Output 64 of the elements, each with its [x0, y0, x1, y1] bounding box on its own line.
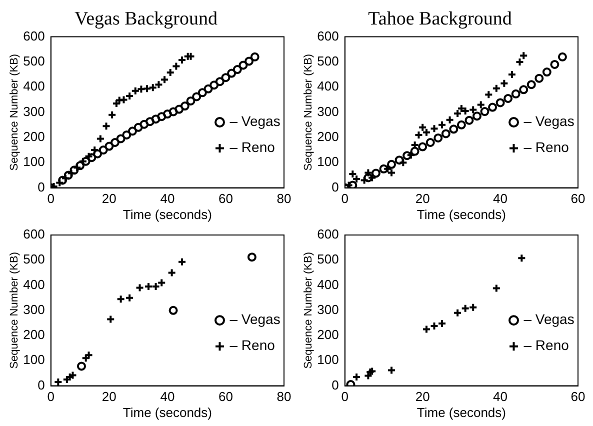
- x-axis-title: Time (seconds): [416, 206, 506, 222]
- legend-label: – Reno: [230, 139, 276, 156]
- y-axis-title: Sequence Number (KB): [8, 252, 21, 369]
- x-axis-title: Time (seconds): [122, 404, 212, 420]
- y-tick-label: 100: [23, 154, 45, 170]
- y-tick-label: 300: [317, 104, 339, 119]
- y-axis-title: Sequence Number (KB): [302, 252, 315, 369]
- x-tick-label: 80: [276, 191, 292, 206]
- y-tick-label: 500: [23, 54, 45, 69]
- y-tick-label: 200: [23, 327, 45, 342]
- y-tick-label: 600: [317, 226, 339, 242]
- y-tick-label: 600: [317, 28, 339, 44]
- y-tick-label: 100: [23, 352, 45, 368]
- y-tick-label: 0: [332, 377, 339, 392]
- legend-label: – Reno: [524, 337, 570, 354]
- x-tick-label: 60: [570, 389, 586, 404]
- x-tick-label: 60: [218, 191, 233, 206]
- y-tick-label: 200: [317, 327, 339, 342]
- y-axis-title: Sequence Number (KB): [302, 54, 315, 171]
- chart-title: Vegas Background: [74, 8, 218, 30]
- y-tick-label: 400: [317, 276, 339, 292]
- x-tick-label: 40: [160, 389, 175, 404]
- x-tick-label: 40: [160, 191, 175, 206]
- x-tick-label: 20: [415, 389, 430, 404]
- x-axis-title: Time (seconds): [122, 206, 212, 222]
- y-tick-label: 100: [317, 352, 339, 368]
- x-tick-label: 0: [341, 389, 349, 404]
- y-tick-label: 0: [332, 179, 339, 194]
- y-axis-title: Sequence Number (KB): [8, 54, 21, 171]
- x-tick-label: 40: [493, 191, 508, 206]
- x-tick-label: 20: [415, 191, 430, 206]
- y-tick-label: 200: [317, 129, 339, 144]
- x-tick-label: 60: [218, 389, 233, 404]
- y-tick-label: 300: [23, 302, 45, 317]
- x-tick-label: 20: [102, 389, 116, 404]
- x-tick-label: 80: [276, 389, 292, 404]
- y-tick-label: 500: [317, 252, 339, 267]
- legend-label: – Reno: [524, 139, 570, 156]
- y-tick-label: 600: [23, 28, 45, 44]
- y-tick-label: 100: [317, 154, 339, 170]
- y-tick-label: 500: [23, 252, 45, 267]
- x-axis-title: Time (seconds): [416, 404, 506, 420]
- y-tick-label: 300: [317, 302, 339, 317]
- legend-label: – Vegas: [230, 311, 280, 328]
- y-tick-label: 400: [317, 78, 339, 94]
- x-tick-label: 40: [493, 389, 508, 404]
- x-tick-label: 0: [341, 191, 349, 206]
- y-tick-label: 500: [317, 54, 339, 69]
- x-tick-label: 0: [47, 191, 55, 206]
- y-tick-label: 400: [23, 78, 45, 94]
- x-tick-label: 0: [47, 389, 55, 404]
- legend-label: – Vegas: [524, 113, 574, 130]
- legend-label: – Vegas: [524, 311, 574, 328]
- legend-label: – Reno: [230, 337, 276, 354]
- x-tick-label: 60: [570, 191, 586, 206]
- y-tick-label: 400: [23, 276, 45, 292]
- legend-label: – Vegas: [230, 113, 280, 130]
- y-tick-label: 0: [38, 377, 45, 392]
- chart-title: Tahoe Background: [368, 8, 512, 30]
- y-tick-label: 600: [23, 226, 45, 242]
- y-tick-label: 0: [38, 179, 45, 194]
- x-tick-label: 20: [102, 191, 116, 206]
- y-tick-label: 200: [23, 129, 45, 144]
- y-tick-label: 300: [23, 104, 45, 119]
